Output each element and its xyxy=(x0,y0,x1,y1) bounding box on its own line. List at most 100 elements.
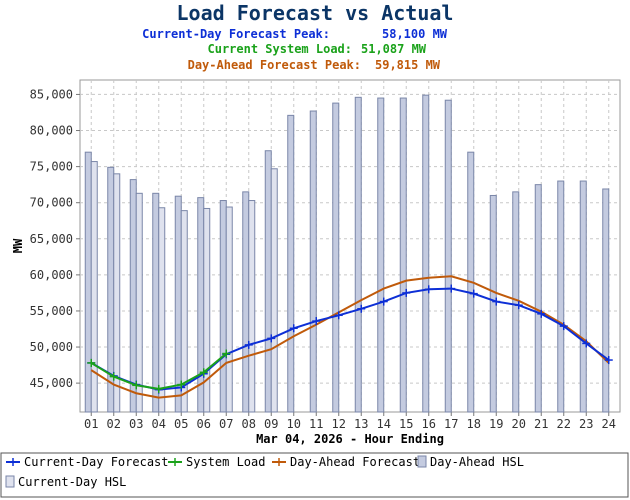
bar-day-ahead-hsl xyxy=(197,197,205,413)
bar-day-ahead-hsl xyxy=(242,191,250,413)
y-tick-label: 55,000 xyxy=(30,304,73,318)
x-tick-label: 04 xyxy=(152,417,166,431)
legend-item-current-day-hsl: Current-Day HSL xyxy=(5,475,126,489)
bar-current-day-hsl xyxy=(225,206,233,413)
point-system-load xyxy=(222,349,231,358)
x-tick-label: 17 xyxy=(444,417,458,431)
bar-day-ahead-hsl xyxy=(332,102,340,413)
bar-day-ahead-hsl xyxy=(602,188,610,413)
bar-current-day-hsl xyxy=(180,210,188,413)
point-current-day-forecast xyxy=(559,322,568,331)
x-tick-label: 11 xyxy=(309,417,323,431)
day-ahead-peak-label: Day-Ahead Forecast Peak: xyxy=(188,58,361,72)
y-tick-label: 75,000 xyxy=(30,160,73,174)
x-tick-label: 06 xyxy=(197,417,211,431)
bar-day-ahead-hsl xyxy=(287,114,295,413)
system-load-value: 51,087 MW xyxy=(361,42,427,56)
day-ahead-peak-value: 59,815 MW xyxy=(375,58,441,72)
point-current-day-forecast xyxy=(604,356,613,365)
y-tick-label: 85,000 xyxy=(30,87,73,101)
x-tick-label: 22 xyxy=(557,417,571,431)
bar-current-day-hsl xyxy=(270,168,278,413)
x-tick-label: 13 xyxy=(354,417,368,431)
legend-item-day-ahead-forecast: Day-Ahead Forecast xyxy=(272,455,420,469)
y-tick-label: 65,000 xyxy=(30,232,73,246)
x-tick-label: 21 xyxy=(534,417,548,431)
bar-day-ahead-hsl xyxy=(174,195,182,413)
bar-day-ahead-hsl xyxy=(354,96,362,413)
bar-day-ahead-hsl xyxy=(84,151,92,413)
point-current-day-forecast xyxy=(492,297,501,306)
point-current-day-forecast xyxy=(447,284,456,293)
line-series xyxy=(87,275,613,399)
y-tick-label: 80,000 xyxy=(30,124,73,138)
x-tick-label: 18 xyxy=(467,417,481,431)
point-current-day-forecast xyxy=(379,297,388,306)
legend-label: Day-Ahead HSL xyxy=(430,455,524,469)
point-system-load xyxy=(132,381,141,390)
x-tick-label: 19 xyxy=(489,417,503,431)
x-tick-label: 24 xyxy=(602,417,616,431)
current-day-peak-label: Current-Day Forecast Peak: xyxy=(142,27,330,41)
legend-label: Current-Day Forecast xyxy=(24,455,169,469)
point-current-day-forecast xyxy=(244,340,253,349)
bar-current-day-hsl xyxy=(248,200,256,413)
point-current-day-forecast xyxy=(424,285,433,294)
x-tick-label: 20 xyxy=(512,417,526,431)
bar-day-ahead-hsl xyxy=(219,200,227,413)
x-tick-label: 23 xyxy=(579,417,593,431)
bar-day-ahead-hsl xyxy=(129,179,137,413)
legend-label: System Load xyxy=(186,455,265,469)
x-tick-label: 05 xyxy=(174,417,188,431)
bar-day-ahead-hsl xyxy=(579,180,587,413)
legend-item-system-load: System Load xyxy=(168,455,265,469)
point-system-load xyxy=(154,384,163,393)
bar-day-ahead-hsl xyxy=(489,194,497,413)
x-tick-label: 03 xyxy=(129,417,143,431)
x-axis-label: Mar 04, 2026 - Hour Ending xyxy=(256,432,444,446)
y-tick-label: 60,000 xyxy=(30,268,73,282)
x-tick-label: 08 xyxy=(242,417,256,431)
bar-day-ahead-hsl xyxy=(557,180,565,413)
x-tick-label: 14 xyxy=(377,417,391,431)
x-tick-label: 01 xyxy=(84,417,98,431)
legend-swatch xyxy=(417,455,427,468)
point-current-day-forecast xyxy=(469,289,478,298)
x-axis-ticks: 01 02 03 04 05 06 07 08 09 10 11 12 13 14 15 16 17 18 19 20… xyxy=(84,412,616,431)
legend-box xyxy=(0,452,629,498)
bar-day-ahead-hsl xyxy=(399,97,407,413)
x-tick-label: 16 xyxy=(422,417,436,431)
bar-current-day-hsl xyxy=(113,173,121,413)
point-current-day-forecast xyxy=(312,317,321,326)
bar-day-ahead-hsl xyxy=(377,97,385,413)
bar-day-ahead-hsl xyxy=(264,150,272,413)
point-current-day-forecast xyxy=(289,324,298,333)
legend-label: Day-Ahead Forecast xyxy=(290,455,420,469)
bar-current-day-hsl xyxy=(158,207,166,413)
bar-current-day-hsl xyxy=(90,161,98,413)
point-current-day-forecast xyxy=(514,301,523,310)
bar-day-ahead-hsl xyxy=(534,184,542,413)
x-tick-label: 07 xyxy=(219,417,233,431)
x-tick-label: 15 xyxy=(399,417,413,431)
bar-day-ahead-hsl xyxy=(152,192,160,413)
legend: Current-Day Forecast System Load Day-Ahead… xyxy=(5,455,524,489)
bar-day-ahead-hsl xyxy=(512,191,520,413)
x-tick-label: 09 xyxy=(264,417,278,431)
line-day-ahead-forecast xyxy=(90,275,610,399)
system-load-label: Current System Load: xyxy=(208,42,353,56)
y-axis-ticks: 45,000 50,000 55,000 60,000 65,000 70,000 75,0… xyxy=(30,87,80,390)
bar-day-ahead-hsl xyxy=(309,110,317,413)
point-system-load xyxy=(177,380,186,389)
point-system-load xyxy=(87,358,96,367)
y-tick-label: 45,000 xyxy=(30,376,73,390)
chart-title: Load Forecast vs Actual xyxy=(177,1,454,25)
point-current-day-forecast xyxy=(537,309,546,318)
y-axis-label: MW xyxy=(11,238,25,253)
x-tick-label: 12 xyxy=(332,417,346,431)
legend-label: Current-Day HSL xyxy=(18,475,126,489)
y-tick-label: 70,000 xyxy=(30,196,73,210)
point-current-day-forecast xyxy=(582,339,591,348)
bar-day-ahead-hsl xyxy=(422,94,430,413)
